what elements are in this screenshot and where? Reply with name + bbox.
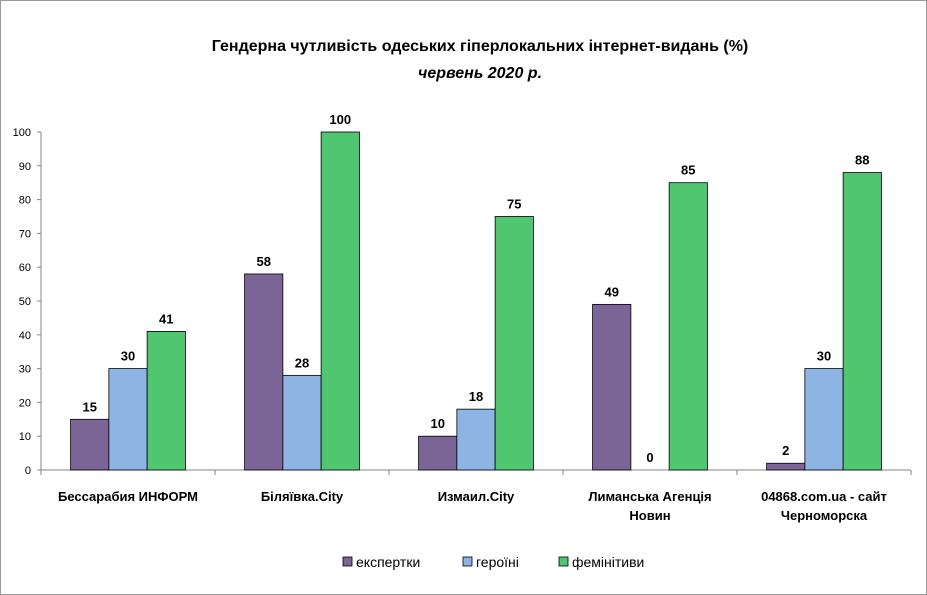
bar-героїні [456, 408, 496, 471]
x-category-label: Новин [629, 508, 670, 523]
data-label: 75 [507, 197, 521, 212]
data-label: 49 [604, 284, 618, 299]
bars-group [70, 131, 882, 471]
x-category-label: Біляївка.City [261, 489, 344, 504]
data-label: 0 [646, 450, 653, 465]
data-label: 18 [469, 389, 483, 404]
bar-фемінітиви [494, 216, 534, 471]
bar-експертки [244, 273, 284, 471]
y-tick-label: 60 [19, 262, 31, 274]
category-labels-group: Бессарабия ИНФОРМ Біляївка.City Измаил.Cit… [58, 489, 887, 523]
y-tick-label: 40 [19, 330, 31, 342]
y-tick-label: 0 [25, 465, 31, 477]
y-tick-label: 30 [19, 364, 31, 376]
legend-swatch-експертки [342, 556, 353, 567]
legend-label: експертки [356, 554, 420, 570]
y-tick-label: 20 [19, 397, 31, 409]
bar-експертки [766, 462, 806, 471]
y-tick-label: 70 [19, 228, 31, 240]
bar-фемінітиви [320, 131, 360, 471]
data-label: 30 [121, 349, 135, 364]
bar-експертки [70, 418, 110, 471]
data-label: 30 [817, 349, 831, 364]
x-category-label: 04868.com.ua - сайт [761, 489, 887, 504]
legend-swatch-фемінітиви [558, 556, 569, 567]
data-label: 15 [82, 399, 96, 414]
bar-фемінітиви [146, 331, 186, 471]
bar-експертки [418, 435, 458, 471]
data-label: 88 [855, 153, 869, 168]
bar-героїні [108, 368, 148, 471]
legend: експертки героїні фемінітиви [342, 554, 644, 570]
bar-героїні [282, 374, 322, 471]
data-label: 2 [782, 443, 789, 458]
data-label: 41 [159, 311, 173, 326]
y-tick-label: 50 [19, 296, 31, 308]
x-category-label: Черноморска [781, 508, 868, 523]
bar-фемінітиви [842, 172, 882, 471]
legend-label: героїні [476, 554, 519, 570]
data-label: 10 [430, 416, 444, 431]
data-labels-group: 15 30 41 58 28 100 10 18 75 49 0 85 2 30 88 [82, 112, 869, 465]
data-label: 28 [295, 355, 309, 370]
bar-героїні [804, 368, 844, 471]
y-tick-label: 80 [19, 195, 31, 207]
y-tick-label: 100 [13, 127, 31, 139]
chart-title: Гендерна чутливість одеських гіперлокаль… [212, 38, 749, 55]
data-label: 58 [256, 254, 270, 269]
legend-label: фемінітиви [572, 554, 644, 570]
x-category-label: Бессарабия ИНФОРМ [58, 489, 198, 504]
x-category-label: Лиманська Агенція [588, 489, 711, 504]
bar-експертки [592, 303, 632, 471]
chart-subtitle: червень 2020 р. [418, 65, 542, 82]
legend-swatch-героїні [462, 556, 473, 567]
data-label: 100 [329, 112, 351, 127]
y-tick-label: 90 [19, 161, 31, 173]
bar-фемінітиви [668, 182, 708, 471]
y-tick-label: 10 [19, 431, 31, 443]
x-category-label: Измаил.City [438, 489, 515, 504]
data-label: 85 [681, 163, 695, 178]
